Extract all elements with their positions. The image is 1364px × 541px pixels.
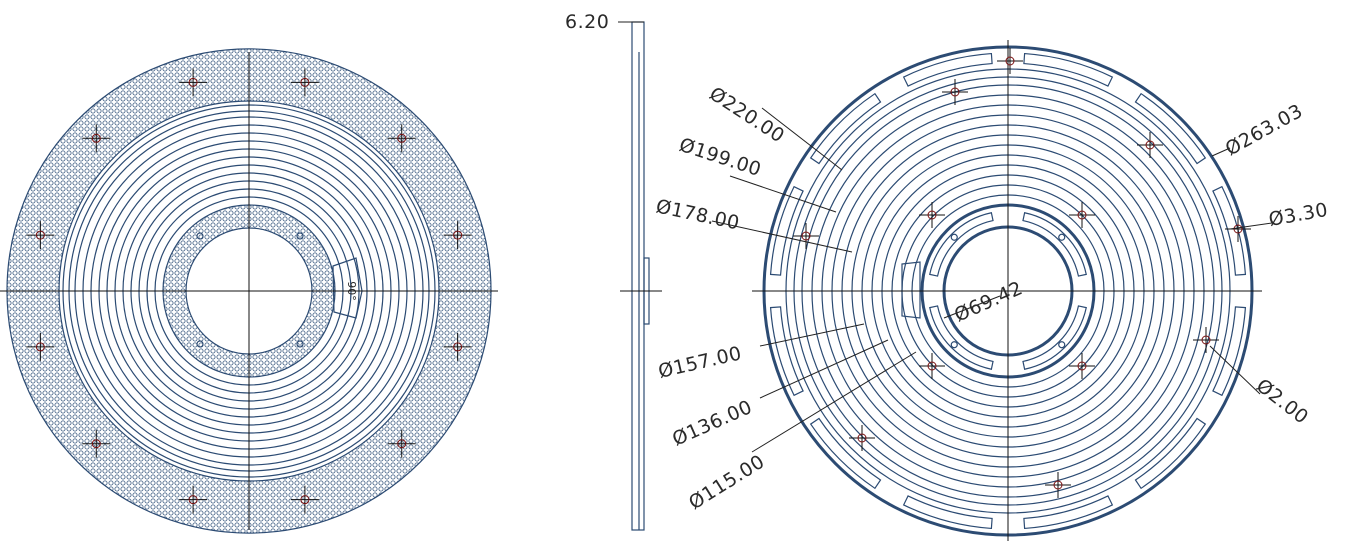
hole-crosshair <box>857 433 867 443</box>
dim-d136: Ø136.00 <box>669 396 756 451</box>
hub-slot <box>929 305 994 370</box>
hole-crosshair <box>1077 361 1087 371</box>
rim-slot <box>809 92 882 165</box>
dim-d2: Ø2.00 <box>1252 375 1313 429</box>
dim-d178: Ø178.00 <box>654 195 742 234</box>
hub-slot <box>1022 305 1087 370</box>
right-window-tab <box>901 261 921 319</box>
hub-slot <box>1022 212 1087 277</box>
left-window-tab <box>332 257 363 319</box>
leader-d157 <box>759 323 865 347</box>
hole-crosshair <box>91 439 101 449</box>
leader-d115 <box>751 351 917 453</box>
hole-crosshair <box>35 230 45 240</box>
hole-crosshair <box>1145 140 1155 150</box>
rim-slot <box>1212 306 1247 397</box>
right-hole-markers <box>793 48 1251 498</box>
hub-hole <box>950 341 958 349</box>
hole-crosshair <box>453 230 463 240</box>
hole-crosshair <box>35 342 45 352</box>
dimension-leaders <box>711 107 1273 453</box>
hole-crosshair <box>1233 224 1243 234</box>
thickness-label: 6.20 <box>565 11 609 33</box>
leader-d136 <box>759 339 889 399</box>
inner-hole <box>196 232 204 240</box>
rim-slot <box>902 495 993 530</box>
hole-crosshair <box>188 495 198 505</box>
hole-crosshair <box>1053 480 1063 490</box>
right-view: Ø220.00 Ø199.00 Ø178.00 Ø157.00 Ø136.00 … <box>654 40 1330 541</box>
hub-hole <box>1058 233 1066 241</box>
leader-d2 <box>1209 345 1261 395</box>
dim-d115: Ø115.00 <box>685 451 769 515</box>
side-view: 6.20 <box>565 11 662 531</box>
rim-slots <box>769 52 1247 530</box>
left-view: 90° <box>0 48 498 534</box>
hole-crosshair <box>453 342 463 352</box>
dim-d199: Ø199.00 <box>676 134 764 181</box>
rim-slot <box>1212 185 1247 276</box>
rim-slot <box>809 417 882 490</box>
leader-d69 <box>943 295 1001 319</box>
leader-d3 <box>1229 222 1273 230</box>
dim-d263: Ø263.03 <box>1222 100 1307 160</box>
leader-d199 <box>729 175 837 213</box>
inner-hole <box>196 340 204 348</box>
hole-crosshair <box>1077 210 1087 220</box>
dim-d220: Ø220.00 <box>705 83 788 148</box>
hub-hole <box>950 233 958 241</box>
leader-d263 <box>1211 147 1231 157</box>
hole-crosshair <box>397 133 407 143</box>
hole-crosshair <box>300 77 310 87</box>
hub-hole <box>1058 341 1066 349</box>
rim-slot <box>769 185 804 276</box>
leader-d220 <box>761 107 843 171</box>
hole-crosshair <box>188 77 198 87</box>
rim-slot <box>769 306 804 397</box>
rim-slot <box>1023 52 1114 87</box>
inner-hole <box>296 232 304 240</box>
dim-d3: Ø3.30 <box>1267 199 1330 231</box>
hub-slots <box>929 212 1087 370</box>
rim-slot <box>902 52 993 87</box>
hole-crosshair <box>801 231 811 241</box>
hole-crosshair <box>300 495 310 505</box>
hole-crosshair <box>397 439 407 449</box>
rim-slot <box>1134 417 1207 490</box>
hole-crosshair <box>927 210 937 220</box>
dim-d157: Ø157.00 <box>656 342 744 383</box>
rim-slot <box>1134 92 1207 165</box>
leader-d178 <box>711 220 853 253</box>
hole-crosshair <box>1005 56 1015 66</box>
hub-slot <box>929 212 994 277</box>
hole-crosshair <box>91 133 101 143</box>
hole-crosshair <box>927 361 937 371</box>
hole-crosshair <box>1201 335 1211 345</box>
inner-hole <box>296 340 304 348</box>
dim-d69: Ø69.42 <box>951 277 1026 327</box>
hole-crosshair <box>950 87 960 97</box>
rim-slot <box>1023 495 1114 530</box>
left-hole-markers <box>26 68 472 514</box>
side-profile <box>631 21 645 531</box>
